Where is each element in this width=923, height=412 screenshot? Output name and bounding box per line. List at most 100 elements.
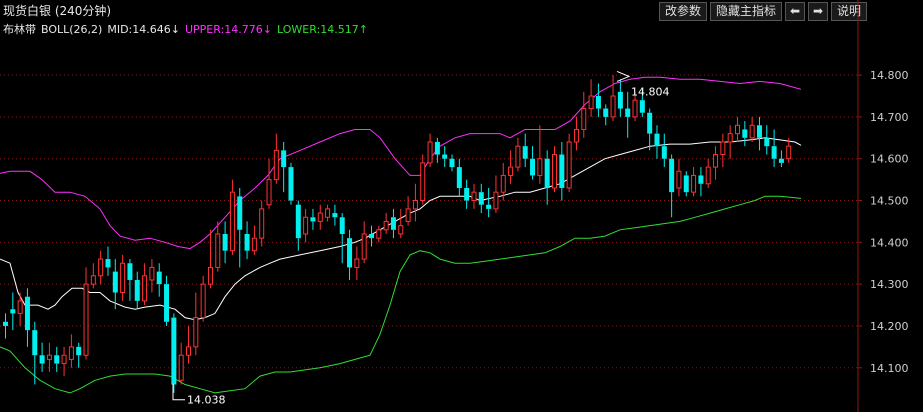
candle-body [778,158,784,163]
candle [105,246,111,276]
candle-body [398,225,404,235]
candle [68,334,74,368]
candle [61,346,67,377]
candle-body [486,204,492,209]
y-tick-label: 14.700 [870,111,909,124]
right-arrow-icon: ➡ [812,4,824,18]
candle [54,346,60,372]
candle [149,259,155,293]
candle [17,292,23,326]
candle [90,263,96,289]
candle [369,225,374,247]
candle-body [134,279,140,301]
candle-body [369,233,374,239]
candle [442,146,448,168]
candle-body [420,162,426,202]
candle [552,146,557,193]
candle-body [515,145,521,168]
y-tick-label: 14.600 [870,153,909,166]
candle-body [412,200,418,210]
candle-body [727,133,733,143]
candle-body [120,262,126,294]
candle-body [654,133,660,147]
candle-body [610,95,616,118]
candle-body [178,354,184,381]
candle [632,91,638,122]
candle-body [90,275,96,285]
candle [749,116,755,142]
candle [325,204,331,222]
candle-body [713,154,719,168]
candle [112,259,118,310]
candle [412,183,418,222]
candle-body [193,317,199,348]
next-button[interactable]: ➡ [807,2,828,21]
y-tick-label: 14.200 [870,320,909,333]
hide-indicator-button[interactable]: 隐藏主指标 [709,2,782,21]
candle-body [603,108,609,117]
candle [661,133,667,168]
candle-body [442,154,448,159]
candle [537,125,543,184]
candle [303,208,309,243]
candle [683,171,689,197]
candle [720,133,726,168]
candle-body [3,321,8,326]
candle-body [676,170,682,189]
candle [566,133,572,193]
candle [420,154,426,205]
candle [530,146,536,180]
candle-body [251,237,257,252]
candle [595,83,601,117]
candle [691,167,697,197]
candle [229,179,235,255]
candle-body [273,149,279,181]
candle [273,133,279,184]
price-axis: 14.800 14.700 14.600 14.500 14.400 14.300 14.2… [857,0,909,412]
candle [244,221,250,260]
candle [347,229,353,280]
candle [603,104,609,126]
high-label: 14.804 [631,85,670,98]
candle-body [588,95,594,110]
candle [544,150,550,205]
candle [449,154,455,172]
candle-body [383,220,389,231]
candle-body [742,129,748,138]
candle [10,292,16,331]
candle-body [266,179,272,206]
candle-body [493,191,499,210]
candle-body [361,233,367,260]
candle-body [215,233,221,268]
y-tick-label: 14.800 [870,69,909,82]
candle [3,313,8,339]
upper-value: UPPER:14.776↓ [184,23,272,36]
candle-body [405,208,411,222]
candle [24,288,30,347]
candle [742,121,748,147]
candle-body [339,217,345,234]
candle-body [237,196,243,230]
candle-body [105,259,111,268]
candle-body [749,124,755,139]
candle [756,116,762,151]
candle-body [691,174,697,193]
candle-body [61,354,67,365]
candle-body [427,141,433,164]
candle [288,162,294,205]
candle [405,196,411,226]
candle [32,321,38,385]
candle [508,150,514,184]
candle [339,213,345,264]
candle-body [354,258,360,268]
candle-body [471,191,477,202]
candle-body [735,124,740,135]
candle [559,141,565,201]
candle-body [207,266,213,285]
candle [771,129,777,168]
candle-body [581,108,587,130]
candle-body [149,266,155,281]
change-params-button[interactable]: 改参数 [658,2,707,21]
prev-button[interactable]: ⬅ [784,2,805,21]
indicator-legend: 布林带 BOLL(26,2) MID:14.646↓ UPPER:14.776↓ LOW… [3,21,373,37]
